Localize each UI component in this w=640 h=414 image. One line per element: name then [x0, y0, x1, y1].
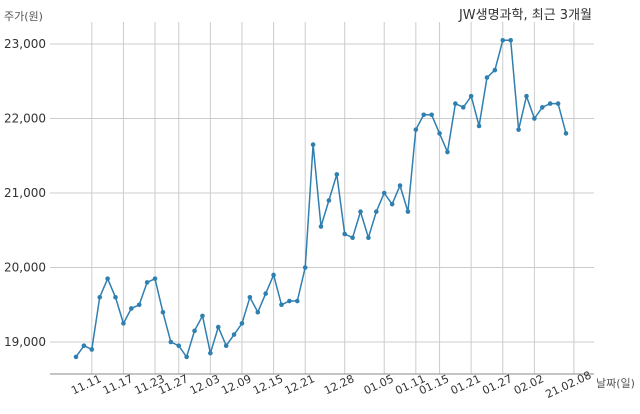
x-tick-label: 01.05 [362, 372, 396, 397]
price-series [73, 37, 569, 360]
data-point [334, 172, 340, 177]
data-point [453, 101, 458, 106]
data-point [302, 265, 308, 270]
data-point [200, 313, 205, 319]
data-point [294, 298, 300, 304]
data-point [476, 123, 482, 129]
x-tick-label: 12.03 [188, 372, 222, 397]
x-tick-label: 12.09 [219, 372, 253, 397]
data-point [547, 101, 553, 106]
grid-lines [50, 22, 594, 374]
x-tick-label: 01.21 [449, 372, 483, 397]
data-point [81, 343, 87, 349]
data-point [287, 298, 292, 304]
data-point [318, 224, 324, 229]
data-point [508, 37, 513, 43]
data-point [492, 67, 498, 73]
data-point [152, 276, 158, 281]
data-point [516, 127, 521, 132]
data-point [563, 131, 569, 136]
x-tick-label: 01.27 [480, 372, 514, 397]
data-point [532, 116, 537, 121]
data-point [445, 149, 450, 155]
x-tick-label: 21.02.08 [543, 369, 593, 401]
data-point [73, 354, 79, 360]
y-tick-label: 20,000 [4, 261, 46, 275]
y-tick-label: 19,000 [4, 335, 46, 349]
x-tick-label: 12.15 [251, 372, 285, 397]
data-point [460, 105, 466, 110]
data-point [263, 291, 268, 296]
data-point [421, 112, 427, 118]
data-point [279, 302, 284, 308]
data-point [539, 105, 545, 110]
data-point [405, 209, 411, 214]
x-axis-label: 날짜(일) [596, 376, 635, 390]
data-point [113, 295, 118, 300]
data-point [342, 231, 348, 237]
data-point [223, 343, 229, 349]
data-point [500, 37, 506, 43]
series-line [75, 39, 567, 359]
data-point [389, 201, 395, 207]
data-point [192, 328, 197, 334]
data-point [160, 309, 166, 315]
y-tick-label: 23,000 [4, 37, 46, 51]
data-point [231, 332, 237, 337]
data-point [397, 183, 403, 188]
data-point [366, 235, 371, 240]
data-point [255, 309, 261, 315]
x-tick-label: 12.21 [283, 372, 317, 397]
data-point [129, 306, 134, 311]
x-tick-label: 11.11 [69, 372, 103, 397]
data-point [413, 127, 419, 132]
data-point [429, 112, 434, 118]
data-point [184, 354, 189, 360]
data-point [310, 142, 316, 147]
x-tick-label: 02.02 [512, 372, 546, 397]
y-tick-label: 21,000 [4, 186, 46, 200]
chart-title: JW생명과학, 최근 3개월 [458, 8, 592, 23]
data-point [374, 209, 379, 214]
data-point [555, 101, 561, 106]
data-point [144, 280, 150, 285]
data-point [97, 295, 103, 300]
data-point [358, 209, 363, 214]
data-point [208, 350, 213, 356]
x-tick-labels: 11.1111.1711.2311.2712.0312.0912.1512.21… [69, 369, 593, 401]
data-point [326, 198, 332, 203]
data-point [484, 75, 490, 80]
data-point [247, 295, 253, 300]
data-point [136, 302, 142, 308]
data-point [121, 321, 126, 326]
data-point [176, 343, 182, 349]
data-point [105, 276, 110, 281]
data-point [437, 131, 442, 136]
data-point [350, 235, 355, 240]
x-tick-label: 12.28 [322, 372, 356, 397]
x-tick-label: 11.17 [101, 372, 135, 397]
data-point [524, 93, 529, 99]
y-tick-label: 22,000 [4, 112, 46, 126]
data-point [381, 190, 387, 196]
data-point [468, 93, 474, 99]
data-point [271, 272, 276, 278]
data-point [239, 321, 245, 326]
y-tick-labels: 19,000 20,000 21,000 22,000 23,000 [4, 37, 46, 349]
data-point [89, 347, 95, 352]
data-point [215, 324, 221, 330]
y-axis-label: 주가(원) [4, 10, 43, 23]
data-point [168, 339, 174, 345]
